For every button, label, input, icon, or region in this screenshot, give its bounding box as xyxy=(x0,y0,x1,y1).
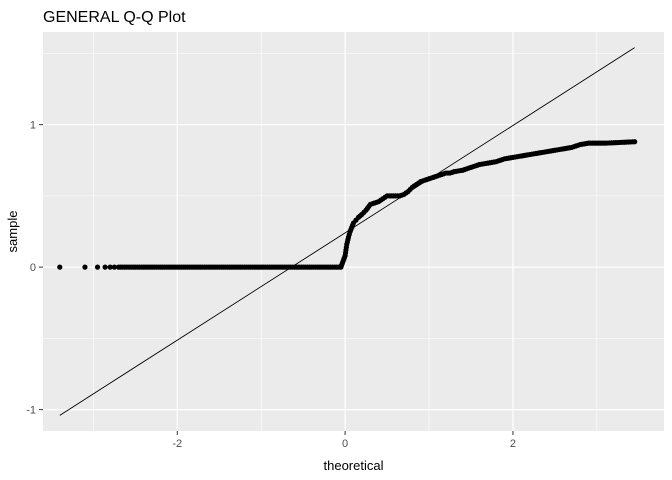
data-point xyxy=(373,199,380,205)
data-point xyxy=(399,192,405,198)
y-tick-label: 0 xyxy=(30,262,36,274)
data-point xyxy=(466,165,472,171)
y-tick-label: -1 xyxy=(26,405,36,417)
data-point xyxy=(378,197,384,203)
data-point xyxy=(629,139,636,145)
data-point xyxy=(107,264,113,270)
data-point xyxy=(424,176,430,183)
data-point xyxy=(449,169,455,175)
data-point xyxy=(82,264,88,270)
data-point xyxy=(457,167,464,174)
data-point xyxy=(525,152,531,158)
data-point xyxy=(239,264,245,270)
plot-panel xyxy=(43,32,664,431)
data-point xyxy=(139,264,145,270)
x-tick-label: 0 xyxy=(342,438,348,450)
data-point xyxy=(345,236,351,243)
data-point xyxy=(126,264,132,270)
data-point xyxy=(273,264,279,270)
y-axis-ticks: -1 0 1 xyxy=(26,120,43,417)
data-point xyxy=(483,160,489,167)
data-point xyxy=(206,264,212,270)
data-point xyxy=(382,194,388,200)
x-tick-label: -2 xyxy=(172,438,182,450)
data-point xyxy=(566,145,573,151)
data-point xyxy=(390,193,396,199)
data-point xyxy=(256,264,262,270)
data-point xyxy=(306,264,313,270)
chart-title: GENERAL Q-Q Plot xyxy=(43,9,186,26)
data-point xyxy=(394,193,401,199)
data-point xyxy=(341,255,348,261)
data-point xyxy=(575,142,581,148)
data-point xyxy=(516,153,522,159)
data-point xyxy=(361,209,367,215)
data-point xyxy=(432,174,438,180)
data-point xyxy=(155,264,161,270)
data-point xyxy=(57,264,63,270)
data-point xyxy=(346,231,352,237)
reference-line xyxy=(59,47,635,416)
data-point xyxy=(445,170,451,176)
data-point xyxy=(102,264,108,270)
data-point xyxy=(118,264,124,270)
data-point xyxy=(600,140,606,146)
data-point xyxy=(474,162,480,168)
data-point xyxy=(499,156,506,163)
grid-minor xyxy=(43,32,664,431)
data-point xyxy=(350,222,356,228)
data-point xyxy=(415,180,422,186)
y-tick-label: 1 xyxy=(30,120,36,132)
data-point xyxy=(111,264,117,270)
x-axis-ticks: -2 0 2 xyxy=(172,431,516,450)
data-point xyxy=(369,201,375,207)
data-point xyxy=(386,193,392,199)
data-point xyxy=(558,146,564,152)
data-point xyxy=(323,264,329,270)
data-point xyxy=(342,250,349,256)
x-tick-label: 2 xyxy=(510,438,516,450)
y-axis-title: sample xyxy=(5,211,20,253)
data-point xyxy=(189,264,195,270)
data-point xyxy=(172,264,178,270)
data-point xyxy=(222,264,229,270)
data-point xyxy=(357,213,363,219)
data-point xyxy=(583,140,589,147)
data-point xyxy=(491,159,497,165)
data-point xyxy=(550,148,556,154)
data-point xyxy=(508,155,514,161)
data-point xyxy=(436,172,443,178)
data-point xyxy=(441,171,447,177)
data-point xyxy=(343,244,349,250)
data-point xyxy=(94,264,101,270)
data-points xyxy=(57,139,638,270)
x-axis-title: theoretical xyxy=(324,458,384,473)
data-point xyxy=(533,150,539,157)
data-point xyxy=(541,149,548,155)
